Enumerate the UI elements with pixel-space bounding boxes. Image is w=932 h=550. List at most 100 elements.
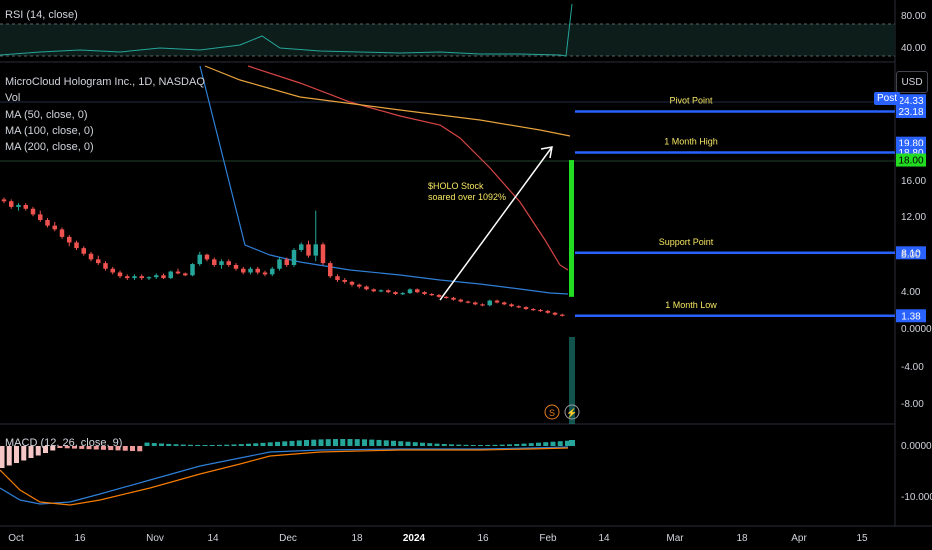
candle-body xyxy=(494,300,500,303)
macd-signal-line xyxy=(0,447,569,506)
macd-hist-bar xyxy=(340,439,346,446)
macd-hist-bar xyxy=(507,444,512,446)
x-tick: Nov xyxy=(146,533,164,544)
ma200-line xyxy=(204,65,571,137)
x-tick: Mar xyxy=(666,533,684,544)
macd-hist-bar xyxy=(478,444,483,446)
x-tick: 2024 xyxy=(403,533,426,544)
candle-body xyxy=(306,244,311,256)
candle-body xyxy=(59,229,65,237)
macd-hist-bar xyxy=(14,446,19,463)
macd-hist-bar xyxy=(405,441,411,446)
macd-hist-bar xyxy=(296,440,302,446)
macd-line xyxy=(0,446,569,505)
candle-body xyxy=(125,276,130,279)
price-label: 8.10 xyxy=(901,248,921,259)
candle-body xyxy=(487,300,492,306)
symbol-title[interactable]: MicroCloud Hologram Inc., 1D, NASDAQ xyxy=(5,76,205,88)
macd-hist-bar xyxy=(238,444,244,446)
candle-body xyxy=(74,242,79,249)
macd-hist-bar xyxy=(224,444,230,446)
macd-hist-bar xyxy=(434,443,440,446)
macd-hist-bar xyxy=(354,439,360,446)
x-tick: 15 xyxy=(856,533,868,544)
x-tick: 16 xyxy=(74,533,86,544)
macd-level-0: 0.0000 xyxy=(901,441,932,452)
macd-hist-bar xyxy=(536,442,541,446)
candle-body xyxy=(291,249,297,265)
candle-body xyxy=(255,268,260,273)
macd-title[interactable]: MACD (12, 26, close, 9) xyxy=(5,437,123,449)
candle-body xyxy=(335,276,340,280)
macd-hist-bar xyxy=(333,439,338,446)
vol-label[interactable]: Vol xyxy=(5,92,21,104)
macd-hist-bar xyxy=(557,441,563,446)
y-tick: -4.00 xyxy=(901,362,924,373)
macd-hist-bar xyxy=(108,446,114,451)
dividend-marker-label: S xyxy=(549,408,555,418)
macd-hist-bar xyxy=(159,443,164,446)
candle-body xyxy=(480,304,485,306)
macd-hist-bar xyxy=(398,441,404,446)
y-tick: 12.00 xyxy=(901,212,926,223)
rsi-title[interactable]: RSI (14, close) xyxy=(5,9,78,21)
candle-body xyxy=(349,281,355,285)
macd-hist-bar xyxy=(267,442,273,446)
candle-body xyxy=(81,248,86,254)
rsi-pane: 80.00 40.00 xyxy=(0,3,926,57)
macd-hist-bar xyxy=(57,446,63,448)
ma100-label[interactable]: MA (100, close, 0) xyxy=(5,125,94,137)
annotation-line-2: soared over 1092% xyxy=(428,192,506,202)
candle-body xyxy=(552,312,558,315)
macd-hist-bar xyxy=(492,444,498,446)
macd-hist-bar xyxy=(362,439,367,446)
candle-body xyxy=(545,310,550,313)
price-label-box xyxy=(896,153,926,167)
lightning-marker xyxy=(564,404,580,420)
candle-body xyxy=(364,286,369,290)
x-tick: 16 xyxy=(477,533,489,544)
macd-pane: 0.0000 -10.0000 xyxy=(0,439,932,506)
candle-body xyxy=(212,259,217,265)
y-tick: -8.00 xyxy=(901,399,924,410)
candle-body xyxy=(357,284,362,287)
x-tick: 18 xyxy=(351,533,363,544)
candle-body xyxy=(313,244,318,256)
x-tick: 14 xyxy=(207,533,219,544)
macd-hist-bar xyxy=(376,439,382,446)
macd-hist-bar xyxy=(420,442,425,446)
macd-hist-bar xyxy=(43,446,48,453)
annotation-arrow xyxy=(439,146,553,301)
volume-bar xyxy=(569,337,575,424)
ma50-label[interactable]: MA (50, close, 0) xyxy=(5,109,88,121)
macd-hist-bar xyxy=(209,444,215,446)
macd-hist-bar xyxy=(325,439,331,446)
candle-body xyxy=(458,299,463,302)
ma200-label[interactable]: MA (200, close, 0) xyxy=(5,141,94,153)
currency-button[interactable]: USD xyxy=(896,71,928,93)
price-label-box xyxy=(896,246,926,260)
candle-body xyxy=(132,276,137,279)
candle-body xyxy=(23,205,28,209)
macd-hist-bar xyxy=(21,446,27,461)
macd-hist-bar xyxy=(449,444,454,446)
macd-hist-bar xyxy=(485,444,491,446)
candle-body xyxy=(473,302,478,305)
candle-body xyxy=(393,292,398,295)
price-label-box xyxy=(896,94,926,108)
candle-body xyxy=(429,294,434,296)
macd-hist-bar xyxy=(173,444,179,446)
macd-hist-bar xyxy=(383,440,389,446)
macd-hist-bar xyxy=(231,444,237,446)
candle-body xyxy=(219,261,224,265)
macd-hist-bar xyxy=(369,439,375,446)
candle-body xyxy=(103,263,108,269)
candles-group xyxy=(1,160,574,317)
candle-body xyxy=(415,289,420,293)
macd-hist-bar xyxy=(391,440,396,446)
x-tick: Apr xyxy=(791,533,807,544)
candle-body xyxy=(16,205,21,207)
macd-hist-bar xyxy=(427,443,433,446)
candle-body xyxy=(183,273,188,276)
